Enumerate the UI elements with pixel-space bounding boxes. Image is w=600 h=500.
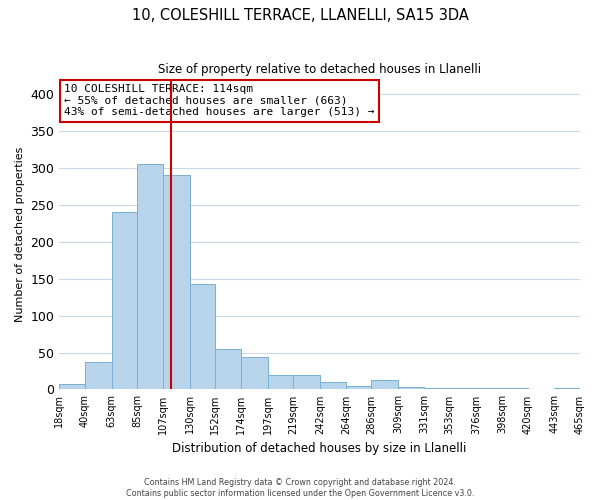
Bar [527,388,554,390]
Text: Contains HM Land Registry data © Crown copyright and database right 2024.
Contai: Contains HM Land Registry data © Crown c… [126,478,474,498]
Y-axis label: Number of detached properties: Number of detached properties [15,147,25,322]
Bar [371,380,398,390]
Bar [554,388,580,390]
Text: 10, COLESHILL TERRACE, LLANELLI, SA15 3DA: 10, COLESHILL TERRACE, LLANELLI, SA15 3D… [131,8,469,22]
Bar [59,384,85,390]
Bar [346,386,371,390]
Bar [215,349,241,390]
Bar [137,164,163,390]
X-axis label: Distribution of detached houses by size in Llanelli: Distribution of detached houses by size … [172,442,467,455]
Bar [190,284,215,390]
Bar [268,374,293,390]
Bar [424,388,449,390]
Bar [85,362,112,390]
Bar [112,212,137,390]
Bar [293,374,320,390]
Bar [476,388,502,390]
Bar [163,176,190,390]
Bar [241,357,268,390]
Title: Size of property relative to detached houses in Llanelli: Size of property relative to detached ho… [158,62,481,76]
Bar [398,387,424,390]
Bar [502,388,527,390]
Bar [320,382,346,390]
Text: 10 COLESHILL TERRACE: 114sqm
← 55% of detached houses are smaller (663)
43% of s: 10 COLESHILL TERRACE: 114sqm ← 55% of de… [64,84,375,117]
Bar [449,388,476,390]
